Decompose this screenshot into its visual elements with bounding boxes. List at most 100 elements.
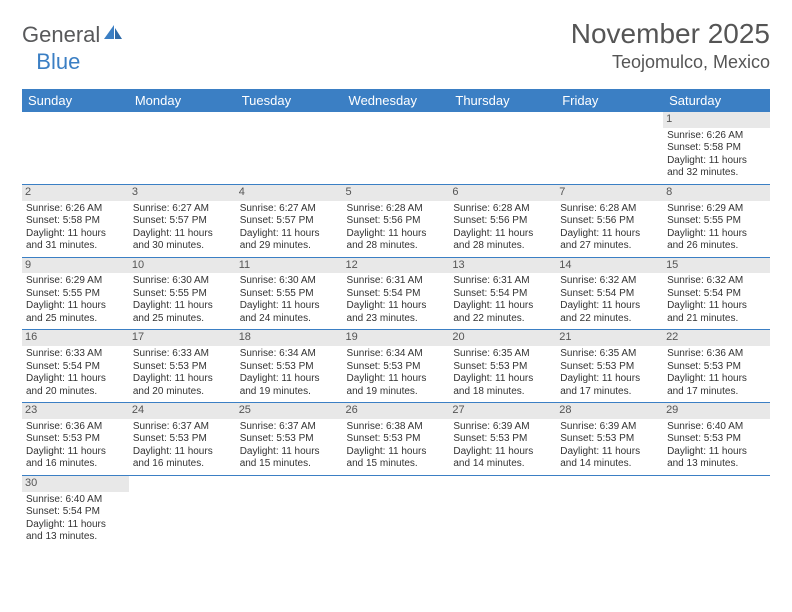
day-number: 10 [129, 258, 236, 274]
calendar-cell: 15Sunrise: 6:32 AMSunset: 5:54 PMDayligh… [663, 257, 770, 330]
sunrise-line: Sunrise: 6:26 AM [26, 203, 125, 216]
daylight-line: Daylight: 11 hours and 28 minutes. [347, 228, 446, 253]
sunrise-line: Sunrise: 6:30 AM [240, 275, 339, 288]
sunset-line: Sunset: 5:58 PM [667, 142, 766, 155]
sunrise-line: Sunrise: 6:32 AM [560, 275, 659, 288]
calendar-cell [236, 475, 343, 547]
logo: General [22, 18, 124, 48]
sunset-line: Sunset: 5:53 PM [26, 433, 125, 446]
weekday-header: Sunday [22, 89, 129, 112]
sunset-line: Sunset: 5:54 PM [26, 506, 125, 519]
daylight-line: Daylight: 11 hours and 27 minutes. [560, 228, 659, 253]
sunset-line: Sunset: 5:55 PM [240, 288, 339, 301]
calendar-cell: 20Sunrise: 6:35 AMSunset: 5:53 PMDayligh… [449, 330, 556, 403]
calendar-table: Sunday Monday Tuesday Wednesday Thursday… [22, 89, 770, 548]
calendar-cell: 5Sunrise: 6:28 AMSunset: 5:56 PMDaylight… [343, 184, 450, 257]
calendar-row: 2 Sunrise: 6:26 AMSunset: 5:58 PM Daylight… [22, 184, 770, 257]
daylight-line: Daylight: 11 hours and 14 minutes. [453, 446, 552, 471]
day-number: 14 [556, 258, 663, 274]
calendar-cell: 6Sunrise: 6:28 AMSunset: 5:56 PMDaylight… [449, 184, 556, 257]
calendar-row: 9Sunrise: 6:29 AMSunset: 5:55 PMDaylight… [22, 257, 770, 330]
daylight-line: Daylight: 11 hours and 13 minutes. [26, 519, 125, 544]
daylight-line: Daylight: 11 hours and 26 minutes. [667, 228, 766, 253]
calendar-cell [556, 475, 663, 547]
logo-text-blue: Blue [36, 49, 80, 75]
daylight-line: Daylight: 11 hours and 30 minutes. [133, 228, 232, 253]
weekday-header: Saturday [663, 89, 770, 112]
daylight-line: Daylight: 11 hours and 32 minutes. [667, 155, 766, 180]
sunrise-line: Sunrise: 6:27 AM [240, 203, 339, 216]
sunset-line: Sunset: 5:54 PM [453, 288, 552, 301]
day-number: 27 [449, 403, 556, 419]
sunrise-line: Sunrise: 6:28 AM [453, 203, 552, 216]
calendar-cell [663, 475, 770, 547]
sunrise-line: Sunrise: 6:28 AM [347, 203, 446, 216]
calendar-cell [556, 112, 663, 184]
calendar-cell [22, 112, 129, 184]
day-number: 1 [663, 112, 770, 128]
sunrise-line: Sunrise: 6:39 AM [453, 421, 552, 434]
sunrise-line: Sunrise: 6:36 AM [667, 348, 766, 361]
location: Teojomulco, Mexico [571, 52, 770, 73]
sunset-line: Sunset: 5:53 PM [240, 361, 339, 374]
sunset-line: Sunset: 5:55 PM [133, 288, 232, 301]
calendar-cell: 29Sunrise: 6:40 AMSunset: 5:53 PMDayligh… [663, 403, 770, 476]
calendar-cell: 22Sunrise: 6:36 AMSunset: 5:53 PMDayligh… [663, 330, 770, 403]
day-number: 11 [236, 258, 343, 274]
calendar-cell: 25Sunrise: 6:37 AMSunset: 5:53 PMDayligh… [236, 403, 343, 476]
day-number: 6 [449, 185, 556, 201]
sunrise-line: Sunrise: 6:29 AM [26, 275, 125, 288]
daylight-line: Daylight: 11 hours and 16 minutes. [26, 446, 125, 471]
sunrise-line: Sunrise: 6:33 AM [133, 348, 232, 361]
calendar-cell [449, 112, 556, 184]
sunrise-line: Sunrise: 6:28 AM [560, 203, 659, 216]
sunrise-line: Sunrise: 6:37 AM [240, 421, 339, 434]
sunrise-line: Sunrise: 6:35 AM [560, 348, 659, 361]
day-number: 8 [663, 185, 770, 201]
sunrise-line: Sunrise: 6:35 AM [453, 348, 552, 361]
daylight-line: Daylight: 11 hours and 15 minutes. [240, 446, 339, 471]
sunset-line: Sunset: 5:57 PM [133, 215, 232, 228]
sail-icon [102, 23, 124, 41]
daylight-line: Daylight: 11 hours and 20 minutes. [133, 373, 232, 398]
daylight-line: Daylight: 11 hours and 29 minutes. [240, 228, 339, 253]
daylight-line: Daylight: 11 hours and 17 minutes. [560, 373, 659, 398]
daylight-line: Daylight: 11 hours and 20 minutes. [26, 373, 125, 398]
day-number: 2 [22, 185, 129, 201]
daylight-line: Daylight: 11 hours and 15 minutes. [347, 446, 446, 471]
day-number: 12 [343, 258, 450, 274]
day-number: 24 [129, 403, 236, 419]
calendar-cell: 2Sunrise: 6:26 AMSunset: 5:58 PMDaylight… [22, 184, 129, 257]
daylight-line: Daylight: 11 hours and 22 minutes. [453, 300, 552, 325]
day-number: 17 [129, 330, 236, 346]
sunrise-line: Sunrise: 6:39 AM [560, 421, 659, 434]
daylight-line: Daylight: 11 hours and 22 minutes. [560, 300, 659, 325]
weekday-header: Thursday [449, 89, 556, 112]
calendar-cell [236, 112, 343, 184]
day-number: 16 [22, 330, 129, 346]
sunset-line: Sunset: 5:56 PM [453, 215, 552, 228]
calendar-body: 1Sunrise: 6:26 AMSunset: 5:58 PMDaylight… [22, 112, 770, 548]
sunset-line: Sunset: 5:58 PM [26, 215, 125, 228]
calendar-cell: 17Sunrise: 6:33 AMSunset: 5:53 PMDayligh… [129, 330, 236, 403]
sunset-line: Sunset: 5:53 PM [453, 361, 552, 374]
daylight-line: Daylight: 11 hours and 14 minutes. [560, 446, 659, 471]
sunset-line: Sunset: 5:54 PM [347, 288, 446, 301]
calendar-row: 30Sunrise: 6:40 AMSunset: 5:54 PMDayligh… [22, 475, 770, 547]
daylight-line: Daylight: 11 hours and 25 minutes. [26, 300, 125, 325]
day-number: 25 [236, 403, 343, 419]
title-block: November 2025 Teojomulco, Mexico [571, 18, 770, 73]
daylight-line: Daylight: 11 hours and 25 minutes. [133, 300, 232, 325]
daylight-line: Daylight: 11 hours and 19 minutes. [347, 373, 446, 398]
sunset-line: Sunset: 5:53 PM [347, 361, 446, 374]
day-number: 28 [556, 403, 663, 419]
calendar-cell: 13Sunrise: 6:31 AMSunset: 5:54 PMDayligh… [449, 257, 556, 330]
daylight-line: Daylight: 11 hours and 21 minutes. [667, 300, 766, 325]
calendar-cell: 3Sunrise: 6:27 AMSunset: 5:57 PMDaylight… [129, 184, 236, 257]
calendar-cell: 12Sunrise: 6:31 AMSunset: 5:54 PMDayligh… [343, 257, 450, 330]
sunset-line: Sunset: 5:55 PM [667, 215, 766, 228]
sunset-line: Sunset: 5:54 PM [667, 288, 766, 301]
calendar-cell [449, 475, 556, 547]
sunrise-line: Sunrise: 6:31 AM [347, 275, 446, 288]
calendar-cell: 1Sunrise: 6:26 AMSunset: 5:58 PMDaylight… [663, 112, 770, 184]
